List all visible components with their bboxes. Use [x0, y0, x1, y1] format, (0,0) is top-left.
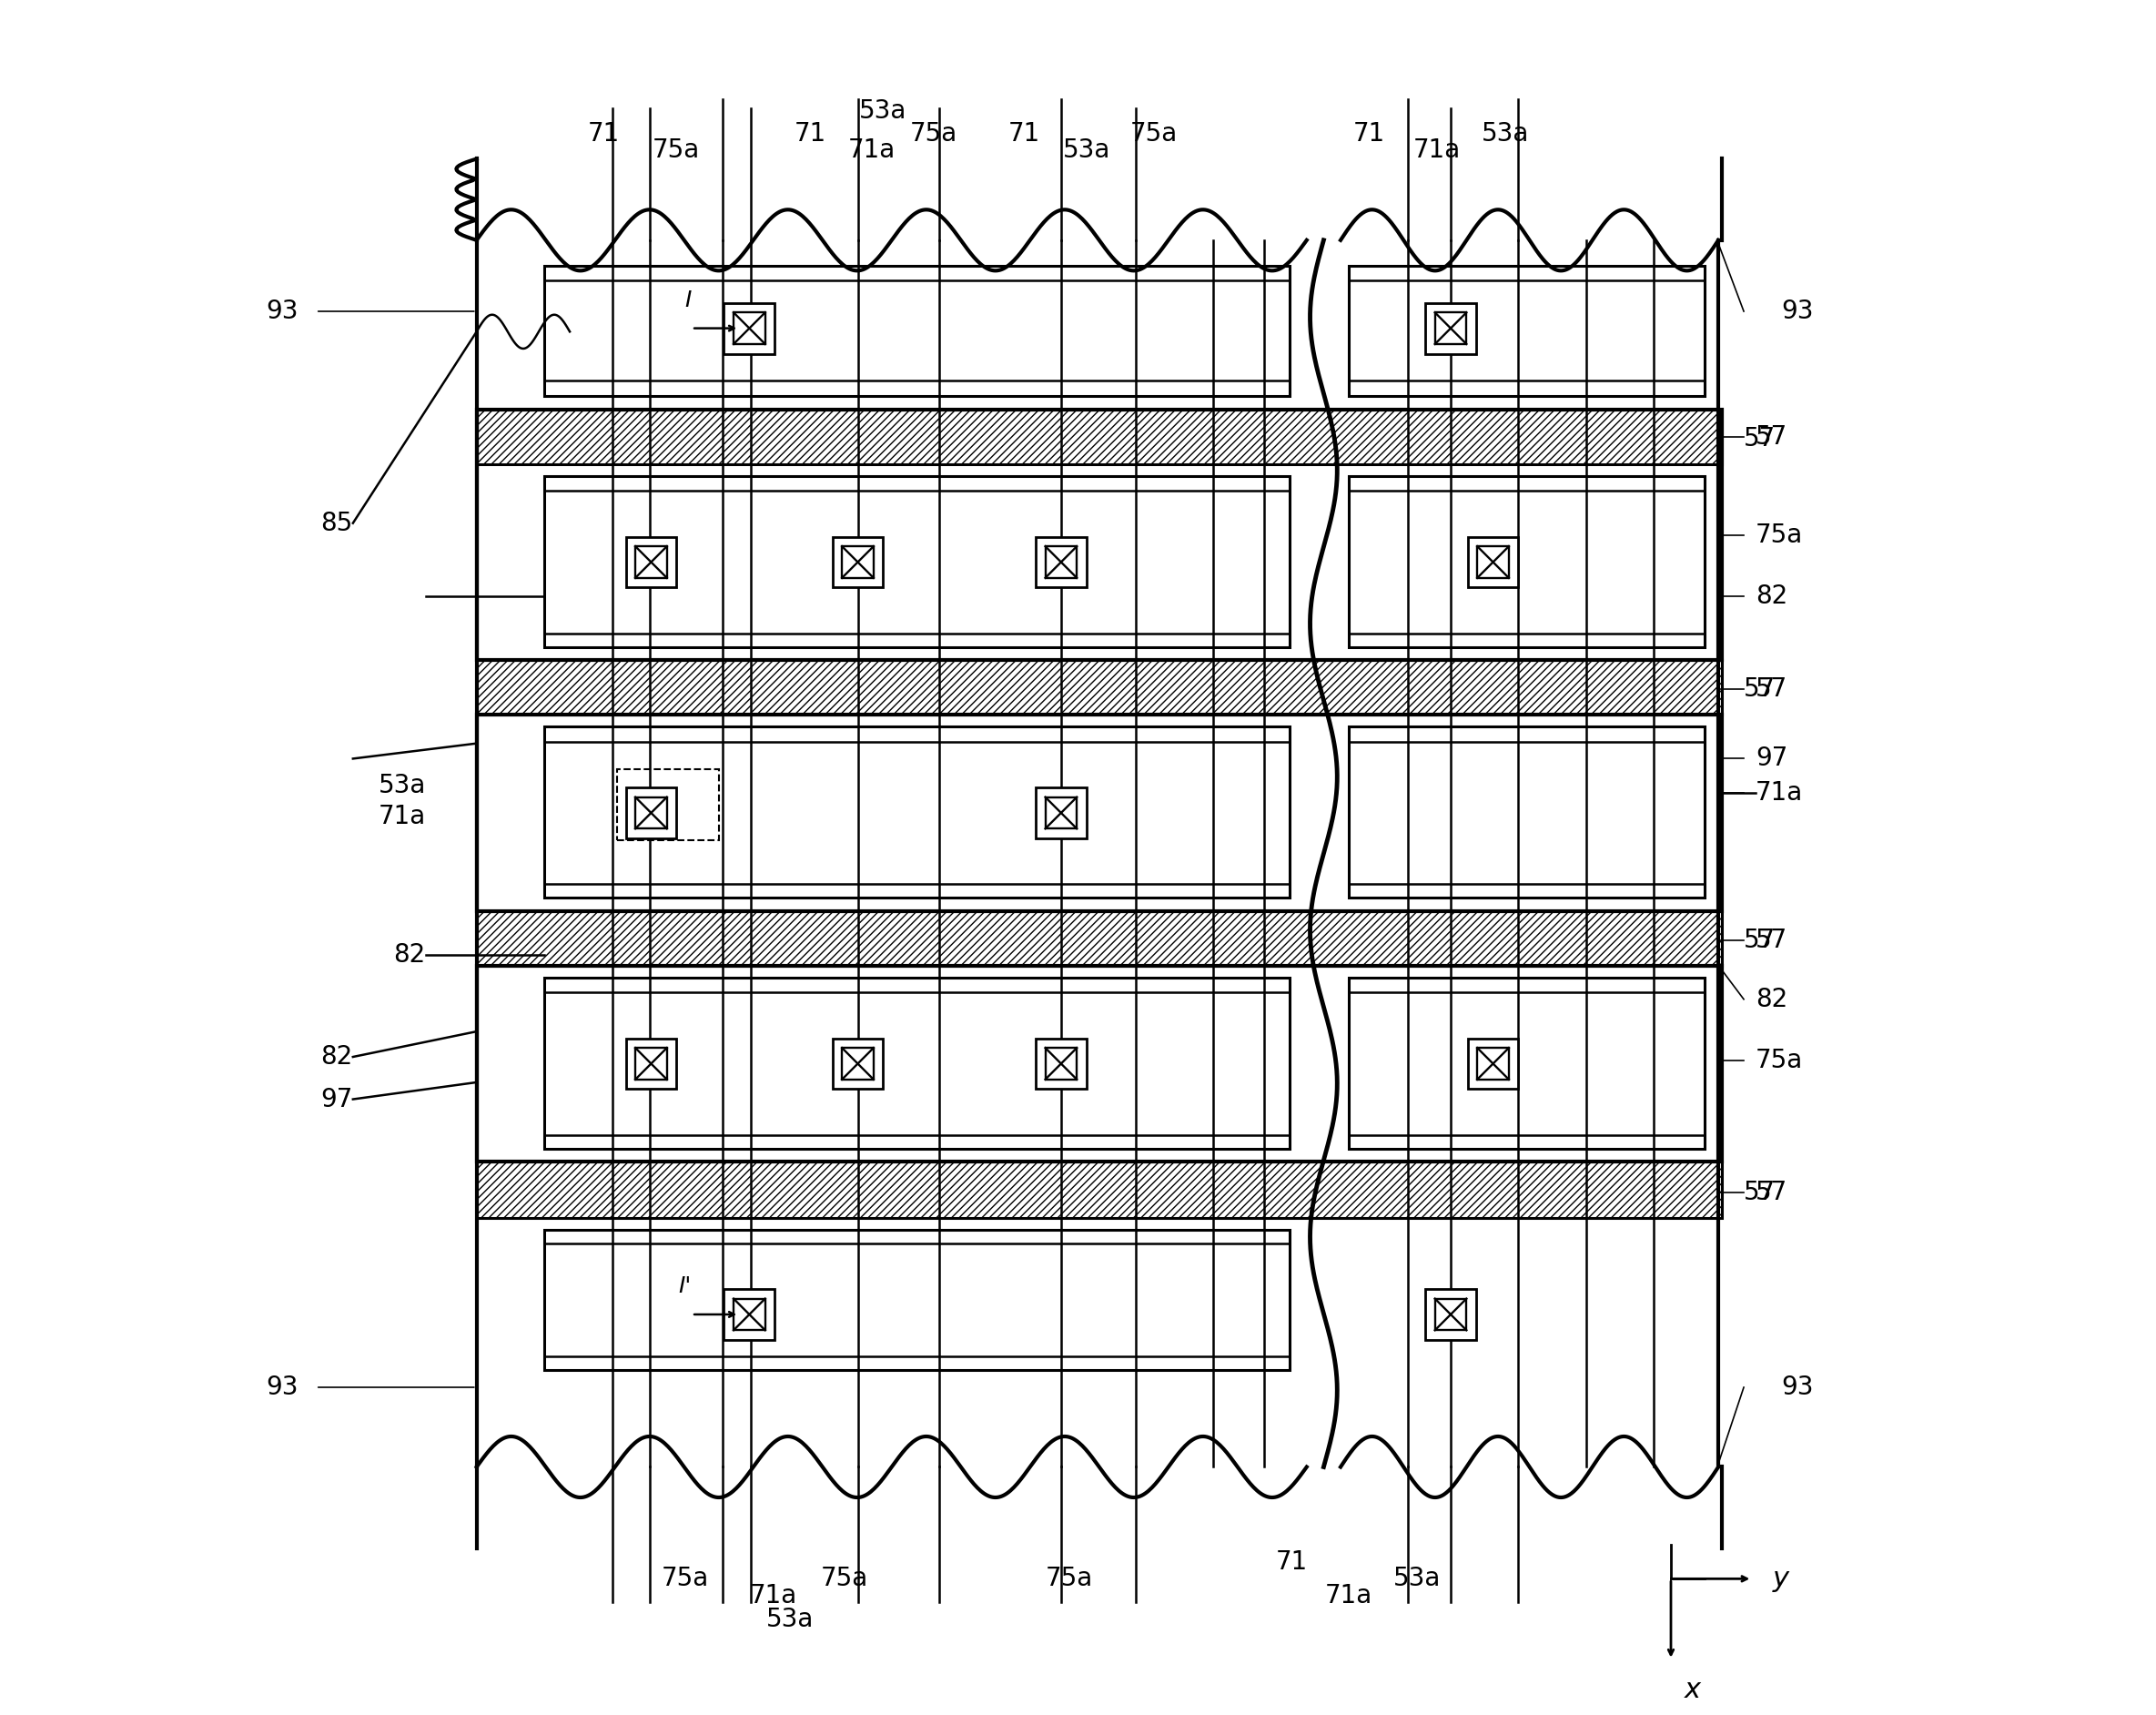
Text: 75a: 75a — [1755, 1048, 1802, 1074]
Text: I: I — [686, 290, 692, 312]
Text: 71: 71 — [1276, 1549, 1307, 1574]
Bar — [1046, 547, 1076, 578]
Text: 97: 97 — [321, 1087, 354, 1111]
Text: 93: 93 — [1781, 298, 1813, 324]
Bar — [543, 266, 1289, 396]
Bar — [724, 304, 774, 353]
Text: 75a: 75a — [821, 1566, 869, 1592]
Bar — [625, 537, 677, 588]
Bar — [1046, 1048, 1076, 1079]
Bar — [617, 768, 718, 840]
Text: 93: 93 — [1781, 1374, 1813, 1399]
Text: 57: 57 — [1755, 1180, 1787, 1206]
Bar — [1035, 537, 1087, 588]
Bar — [476, 966, 1723, 1163]
Bar — [543, 978, 1289, 1149]
Bar — [1035, 1038, 1087, 1089]
Bar — [843, 547, 873, 578]
Text: 71a: 71a — [847, 137, 895, 163]
Bar — [1350, 978, 1705, 1149]
Text: x: x — [1684, 1677, 1701, 1703]
Bar — [1468, 537, 1518, 588]
Text: 57: 57 — [1744, 676, 1777, 701]
Bar — [543, 475, 1289, 647]
Text: 93: 93 — [267, 1374, 300, 1399]
Bar — [1436, 312, 1466, 345]
Text: 53a: 53a — [1393, 1566, 1440, 1592]
Bar — [625, 1038, 677, 1089]
Text: 93: 93 — [267, 298, 300, 324]
Text: 75a: 75a — [653, 137, 701, 163]
Text: 97: 97 — [1755, 746, 1787, 772]
Text: 71a: 71a — [1326, 1583, 1373, 1609]
Bar — [832, 1038, 884, 1089]
Bar — [1436, 1298, 1466, 1331]
Text: 71a: 71a — [1755, 780, 1802, 806]
Text: 71a: 71a — [1414, 137, 1462, 163]
Bar — [843, 1048, 873, 1079]
Text: I': I' — [679, 1276, 692, 1298]
Text: 57: 57 — [1755, 676, 1787, 701]
Text: 57: 57 — [1744, 425, 1777, 451]
Bar — [1035, 787, 1087, 839]
Text: y: y — [1772, 1566, 1789, 1592]
Bar — [476, 1163, 1723, 1218]
Bar — [1477, 1048, 1509, 1079]
Text: 57: 57 — [1744, 928, 1777, 954]
Text: 75a: 75a — [1046, 1566, 1093, 1592]
Text: 71a: 71a — [750, 1583, 798, 1609]
Text: 57: 57 — [1744, 1180, 1777, 1206]
Bar — [625, 787, 677, 839]
Bar — [1046, 797, 1076, 828]
Bar — [1477, 547, 1509, 578]
Bar — [636, 797, 666, 828]
Bar — [733, 312, 765, 345]
Bar — [476, 660, 1723, 715]
Bar — [1425, 1290, 1477, 1339]
Bar — [1350, 475, 1705, 647]
Text: 71: 71 — [589, 120, 619, 146]
Text: 75a: 75a — [662, 1566, 709, 1592]
Text: 82: 82 — [1755, 583, 1787, 609]
Bar — [476, 911, 1723, 966]
Bar — [1350, 266, 1705, 396]
Bar — [543, 1230, 1289, 1370]
Bar — [476, 715, 1723, 911]
Bar — [476, 410, 1723, 463]
Text: 57: 57 — [1755, 928, 1787, 954]
Text: 82: 82 — [1755, 986, 1787, 1012]
Text: 53a: 53a — [1063, 137, 1110, 163]
Bar — [1425, 304, 1477, 353]
Bar — [543, 727, 1289, 897]
Text: 75a: 75a — [910, 120, 957, 146]
Bar — [476, 410, 1723, 660]
Bar — [1468, 1038, 1518, 1089]
Text: 85: 85 — [321, 511, 354, 535]
Text: 53a: 53a — [860, 99, 908, 123]
Bar — [832, 537, 884, 588]
Bar — [1350, 727, 1705, 897]
Text: 53a: 53a — [377, 773, 425, 799]
Bar — [636, 547, 666, 578]
Text: 53a: 53a — [1481, 120, 1529, 146]
Text: 75a: 75a — [1130, 120, 1177, 146]
Text: 82: 82 — [395, 943, 425, 967]
Text: 71a: 71a — [377, 804, 425, 828]
Text: 82: 82 — [321, 1044, 354, 1070]
Bar — [636, 1048, 666, 1079]
Text: 75a: 75a — [1755, 523, 1802, 547]
Text: 71: 71 — [1007, 120, 1039, 146]
Text: 71: 71 — [793, 120, 826, 146]
Bar — [724, 1290, 774, 1339]
Text: 53a: 53a — [765, 1607, 813, 1633]
Bar — [733, 1298, 765, 1331]
Text: 71: 71 — [1354, 120, 1386, 146]
Text: 57: 57 — [1755, 424, 1787, 449]
